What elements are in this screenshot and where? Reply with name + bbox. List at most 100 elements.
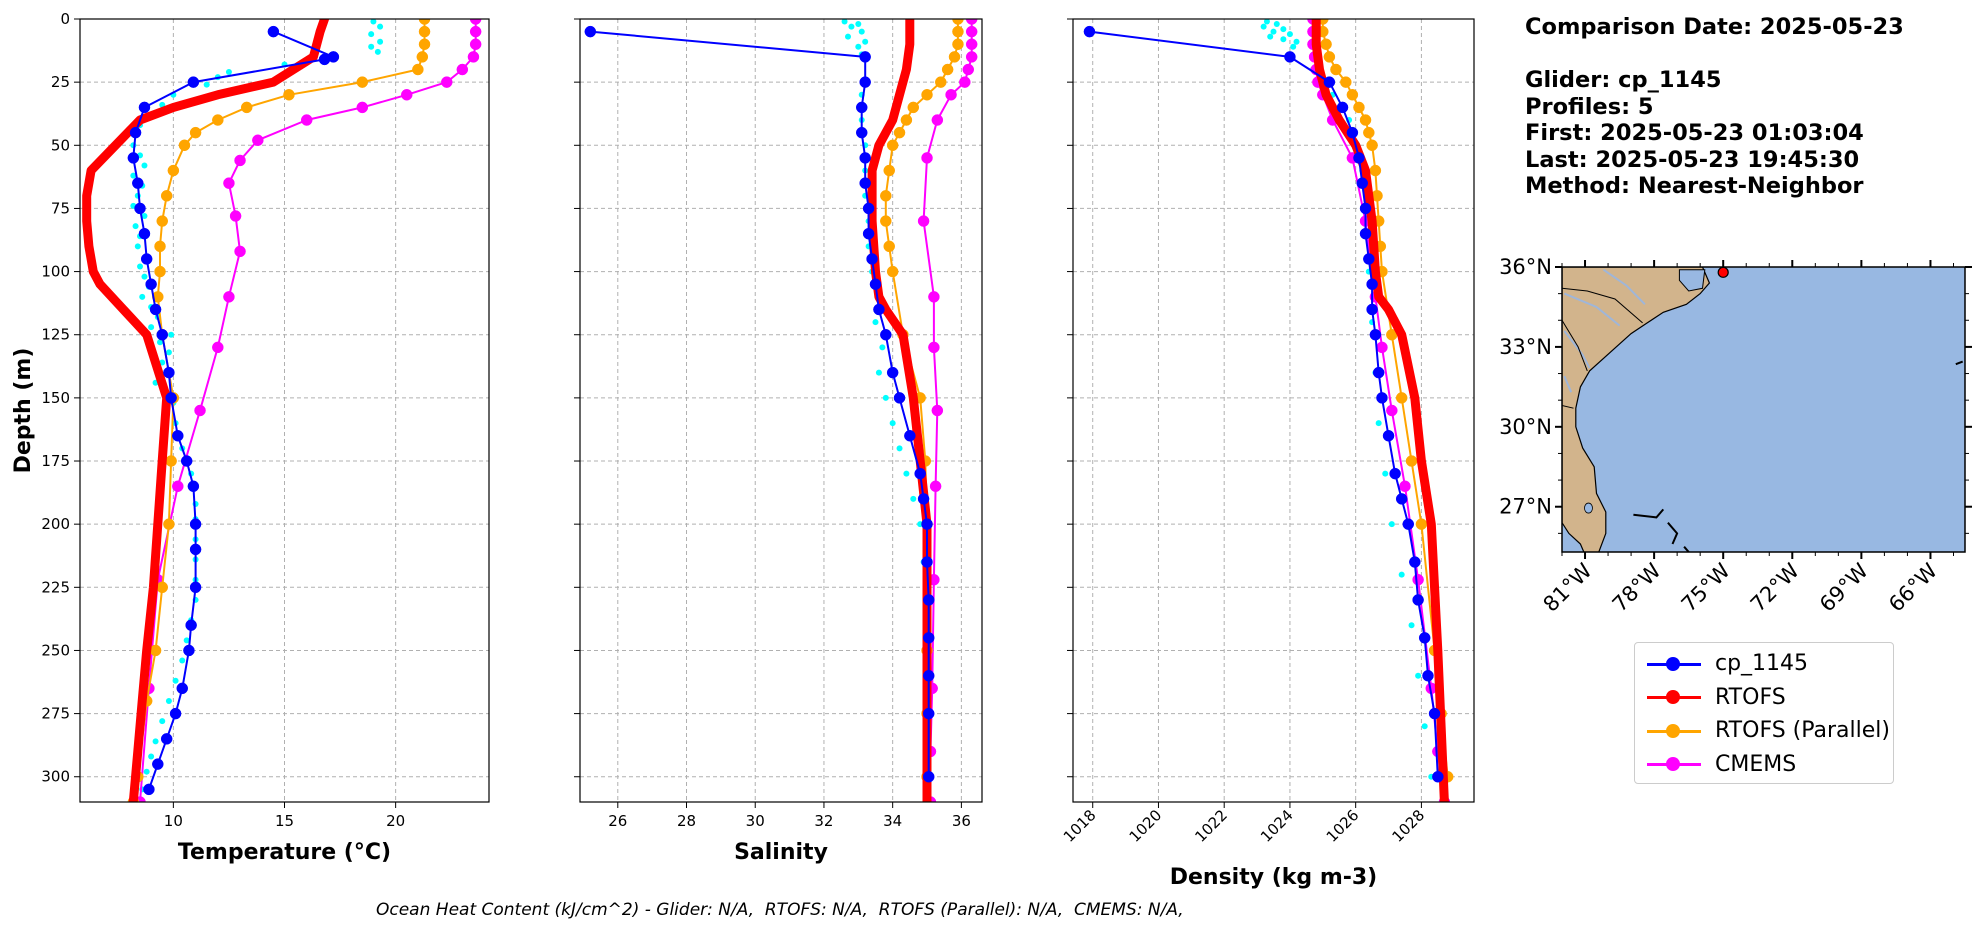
series-point-cp-1145 [859, 51, 871, 63]
glider-raw-point [159, 718, 166, 725]
series-point-rtofs-parallel [952, 38, 964, 51]
x-tick-label: 32 [814, 812, 833, 830]
series-point-cp-1145 [922, 594, 935, 606]
series-line-rtofs [867, 19, 932, 802]
x-axis-label: Density (kg m-3) [1170, 865, 1378, 890]
series-point-rtofs-parallel [948, 51, 961, 63]
series-point-cmems [234, 154, 246, 167]
series-point-cp-1145 [893, 392, 906, 404]
series-point-rtofs-parallel [163, 518, 175, 530]
series-point-rtofs-parallel [907, 101, 920, 114]
legend-label: CMEMS [1715, 751, 1797, 777]
series-point-cmems [194, 404, 206, 417]
glider-raw-point [1375, 420, 1382, 427]
series-point-cp-1145 [1356, 177, 1368, 189]
map-area [1562, 267, 1965, 552]
map-lon-label: 66°W [1884, 558, 1942, 616]
series-point-cmems [229, 210, 242, 222]
series-point-cp-1145 [1366, 303, 1378, 316]
plot-area [584, 19, 978, 802]
series-point-cp-1145 [1083, 25, 1096, 38]
series-point-cp-1145 [921, 556, 933, 568]
series-point-rtofs-parallel [167, 164, 180, 177]
glider-raw-point [168, 331, 175, 338]
series-point-cmems [929, 480, 942, 493]
glider-raw-point [855, 21, 862, 28]
series-point-cp-1145 [921, 518, 933, 530]
series-point-cmems [945, 89, 957, 101]
series-point-cp-1145 [862, 202, 875, 215]
series-point-cp-1145 [1395, 493, 1408, 505]
series-point-cp-1145 [880, 328, 892, 341]
glider-raw-point [157, 339, 164, 346]
glider-raw-point [368, 43, 375, 50]
series-point-cp-1145 [189, 581, 202, 594]
x-tick-label: 15 [275, 812, 294, 830]
x-tick-label: 1024 [1257, 806, 1297, 846]
series-point-cp-1145 [1418, 632, 1431, 644]
axes-frame [1072, 18, 1475, 803]
y-axis-label: Depth (m) [11, 348, 36, 474]
series-point-rtofs-parallel [1369, 164, 1382, 177]
series-point-cp-1145 [904, 430, 916, 442]
location-map: 27°N 30°N 33°N 36°N 81°W 78°W 75°W 72°W 69°W 66°W [1499, 255, 1972, 617]
series-point-cmems [212, 341, 224, 354]
x-axis-label: Temperature (°C) [178, 840, 391, 865]
last-time: Last: 2025-05-23 19:45:30 [1525, 146, 1860, 173]
series-point-cp-1145 [866, 253, 878, 265]
series-point-cmems [959, 76, 971, 88]
glider-raw-point [1290, 43, 1297, 50]
series-point-cmems [965, 25, 978, 38]
map-lat-label: 36°N [1499, 255, 1552, 279]
series-point-cp-1145 [156, 328, 168, 341]
glider-raw-point [848, 23, 855, 30]
x-tick-label: 30 [746, 812, 765, 830]
x-tick-label: 10 [164, 812, 183, 830]
series-point-rtofs-parallel [165, 455, 177, 467]
series-point-cp-1145 [1353, 152, 1365, 164]
series-point-cp-1145 [160, 733, 173, 745]
series-point-cp-1145 [138, 101, 151, 114]
glider-raw-point [1286, 31, 1293, 38]
profile-count: Profiles: 5 [1525, 93, 1654, 120]
series-line-cp-1145 [1088, 30, 1439, 778]
series-point-cmems [1376, 341, 1388, 354]
series-point-cp-1145 [862, 227, 875, 240]
glider-raw-point [377, 23, 384, 30]
series-point-rtofs-parallel [935, 76, 947, 88]
bahamas-island [1683, 546, 1691, 552]
x-tick-label: 1018 [1060, 806, 1100, 846]
map-lon-label: 69°W [1815, 558, 1873, 616]
series-line-cmems [139, 19, 477, 802]
glider-raw-point [1388, 521, 1395, 528]
legend-swatch [1645, 721, 1703, 741]
y-tick-label: 200 [41, 515, 70, 533]
series-point-cmems [1412, 573, 1424, 586]
series-point-rtofs-parallel [886, 139, 899, 152]
series-point-rtofs-parallel [1415, 518, 1428, 530]
legend-label: cp_1145 [1715, 651, 1809, 677]
series-point-cp-1145 [189, 518, 202, 530]
series-point-rtofs-parallel [886, 265, 899, 278]
series-point-cp-1145 [1369, 328, 1382, 341]
series-point-cp-1145 [1363, 253, 1375, 265]
series-point-cmems [917, 215, 930, 227]
glider-raw-point [1267, 33, 1274, 40]
series-point-cmems [467, 51, 480, 63]
series-point-cp-1145 [922, 707, 935, 720]
y-tick-label: 25 [51, 73, 70, 91]
river [1563, 292, 1621, 327]
series-line-cmems [1311, 19, 1446, 802]
series-point-cp-1145 [129, 126, 142, 139]
series-point-rtofs-parallel [1323, 51, 1336, 63]
series-point-rtofs-parallel [880, 215, 892, 227]
series-point-rtofs-parallel [189, 126, 202, 139]
glider-raw-point [1260, 23, 1267, 30]
x-tick-label: 1028 [1389, 806, 1429, 846]
series-point-rtofs-parallel [154, 265, 166, 278]
series-point-rtofs-parallel [416, 51, 429, 63]
y-tick-label: 125 [41, 326, 70, 344]
series-point-cp-1145 [584, 25, 597, 38]
series-point-cp-1145 [1372, 366, 1385, 379]
y-tick-label: 100 [41, 263, 70, 281]
